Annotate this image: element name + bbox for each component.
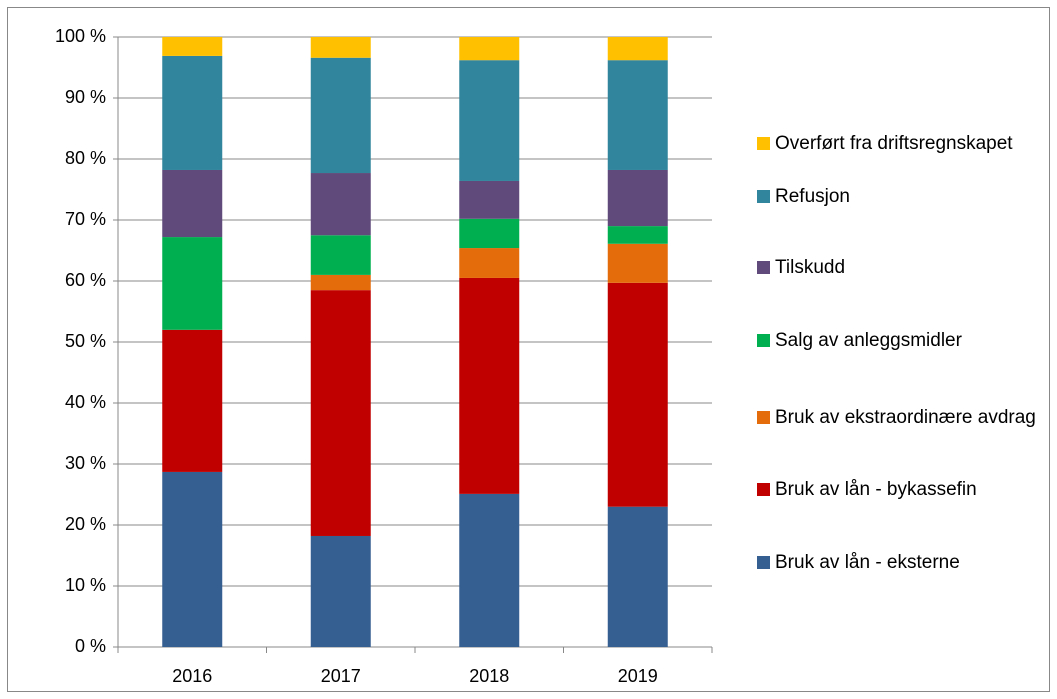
bar-segment (459, 37, 520, 61)
legend-item: Bruk av lån - bykassefin (757, 476, 1047, 503)
legend-label: Refusjon (775, 186, 850, 207)
bar-segment (310, 57, 371, 174)
legend-swatch (757, 190, 770, 203)
y-tick-label: 100 % (55, 26, 106, 46)
legend-swatch (757, 556, 770, 569)
legend-label: Tilskudd (775, 257, 846, 278)
bar-segment (310, 290, 371, 536)
x-tick-label: 2017 (321, 666, 361, 686)
bar-segment (459, 60, 520, 181)
bar-segment (162, 237, 223, 330)
bar-segment (607, 282, 668, 507)
y-tick-label: 30 % (65, 453, 106, 473)
bar-segment (162, 471, 223, 647)
y-tick-label: 10 % (65, 575, 106, 595)
legend-label: Salg av anleggsmidler (775, 330, 962, 351)
bar-segment (310, 274, 371, 291)
bar-segment (607, 243, 668, 283)
bar-segment (162, 329, 223, 472)
y-tick-label: 20 % (65, 514, 106, 534)
legend-label: Overført fra driftsregnskapet (775, 133, 1013, 154)
bar-segment (310, 173, 371, 236)
bar-segment (459, 277, 520, 494)
legend-label: Bruk av lån - eksterne (775, 552, 960, 573)
bar-segment (162, 55, 223, 170)
bar-segment (607, 169, 668, 227)
y-tick-label: 40 % (65, 392, 106, 412)
legend-swatch (757, 261, 770, 274)
bar-segment (459, 180, 520, 219)
bar-segment (459, 493, 520, 647)
bar-segment (162, 169, 223, 238)
legend-item: Refusjon (757, 183, 1047, 210)
y-tick-label: 90 % (65, 87, 106, 107)
bar-segment (310, 535, 371, 647)
bar-segment (607, 506, 668, 647)
legend-item: Bruk av ekstraordinære avdrag (757, 404, 1047, 431)
legend-swatch (757, 483, 770, 496)
legend-swatch (757, 334, 770, 347)
bar-segment (459, 218, 520, 249)
legend-item: Salg av anleggsmidler (757, 327, 1047, 354)
legend-swatch (757, 137, 770, 150)
y-tick-label: 70 % (65, 209, 106, 229)
bar-segment (607, 37, 668, 61)
y-tick-label: 80 % (65, 148, 106, 168)
legend-swatch (757, 411, 770, 424)
legend-label: Bruk av ekstraordinære avdrag (775, 407, 1036, 428)
bar-segment (607, 226, 668, 244)
x-tick-label: 2019 (618, 666, 658, 686)
legend-item: Bruk av lån - eksterne (757, 549, 1047, 576)
bar-segment (310, 37, 371, 58)
legend-label: Bruk av lån - bykassefin (775, 479, 977, 500)
y-tick-label: 50 % (65, 331, 106, 351)
y-tick-label: 60 % (65, 270, 106, 290)
x-tick-label: 2018 (469, 666, 509, 686)
legend-item: Tilskudd (757, 254, 1047, 281)
bar-segment (310, 235, 371, 275)
legend-item: Overført fra driftsregnskapet (757, 130, 1047, 157)
y-tick-label: 0 % (75, 636, 106, 656)
x-tick-label: 2016 (172, 666, 212, 686)
bar-segment (162, 37, 223, 56)
bar-segment (607, 60, 668, 170)
bar-segment (459, 248, 520, 278)
